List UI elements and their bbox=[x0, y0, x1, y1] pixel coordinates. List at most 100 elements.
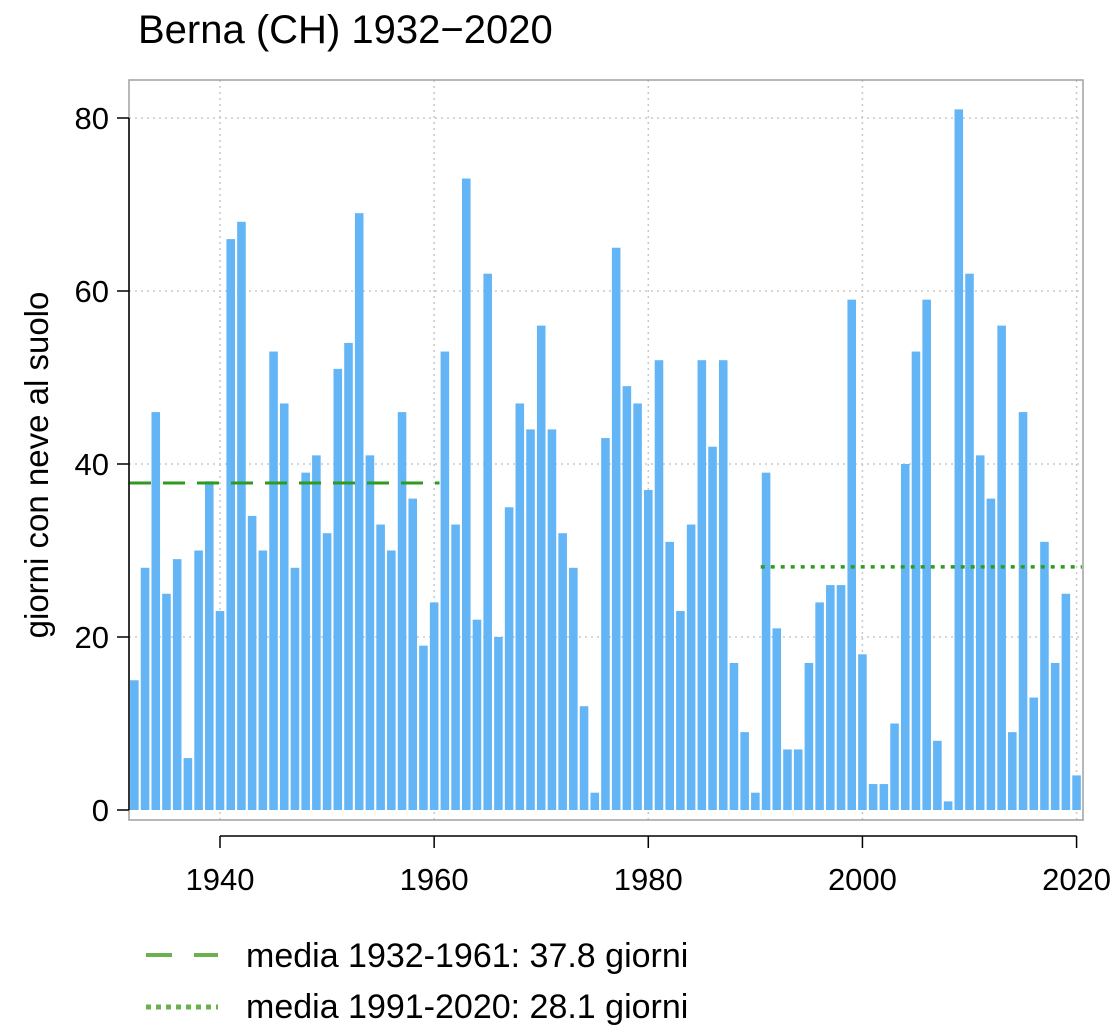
bar-1939 bbox=[205, 481, 214, 810]
bar-1990 bbox=[751, 792, 760, 810]
bar-1957 bbox=[397, 412, 407, 810]
bar-1996 bbox=[815, 602, 824, 810]
bar-1989 bbox=[740, 732, 749, 810]
bar-2000 bbox=[858, 654, 867, 810]
x-axis: 1940 1960 1980 2000 2020 bbox=[186, 835, 1111, 897]
y-tick-label: 40 bbox=[75, 447, 109, 482]
bar-1973 bbox=[569, 567, 578, 810]
bar-1994 bbox=[793, 749, 803, 810]
bar-1988 bbox=[729, 662, 739, 810]
bar-1972 bbox=[558, 533, 567, 810]
bar-1998 bbox=[836, 585, 846, 810]
bar-1949 bbox=[312, 455, 321, 810]
bar-2011 bbox=[975, 455, 985, 810]
bar-2010 bbox=[965, 273, 974, 810]
bar-1956 bbox=[387, 550, 396, 810]
bar-1940 bbox=[215, 611, 225, 810]
bar-1968 bbox=[515, 403, 525, 810]
bar-1969 bbox=[526, 429, 535, 810]
bar-1980 bbox=[644, 489, 653, 810]
bar-2004 bbox=[900, 464, 910, 810]
bar-1955 bbox=[376, 524, 385, 810]
bar-series bbox=[130, 109, 1081, 811]
bar-2009 bbox=[954, 109, 964, 811]
bar-1976 bbox=[601, 438, 610, 810]
bar-2005 bbox=[911, 351, 921, 810]
bar-1943 bbox=[247, 515, 257, 810]
bar-2002 bbox=[879, 784, 889, 810]
bar-1987 bbox=[718, 360, 728, 810]
bar-1942 bbox=[237, 221, 246, 811]
bar-1984 bbox=[686, 524, 696, 810]
y-tick-label: 20 bbox=[75, 620, 109, 655]
bar-1985 bbox=[697, 360, 707, 810]
legend-label-dashed: media 1932-1961: 37.8 giorni bbox=[246, 937, 688, 975]
x-tick-label: 1980 bbox=[614, 862, 683, 897]
bar-2003 bbox=[890, 723, 899, 810]
bar-1933 bbox=[140, 567, 150, 810]
bar-1992 bbox=[772, 628, 782, 810]
bar-1970 bbox=[536, 325, 546, 810]
bar-1946 bbox=[279, 403, 289, 810]
bar-1952 bbox=[344, 342, 353, 810]
bar-1963 bbox=[461, 178, 471, 811]
bar-2017 bbox=[1040, 541, 1049, 810]
bar-2014 bbox=[1008, 732, 1017, 810]
bar-1961 bbox=[440, 351, 450, 810]
bar-1995 bbox=[804, 662, 814, 810]
bar-1947 bbox=[290, 567, 300, 810]
bar-1958 bbox=[408, 498, 418, 810]
bar-1945 bbox=[269, 351, 278, 810]
bar-1944 bbox=[258, 550, 268, 810]
bar-1974 bbox=[579, 706, 589, 810]
bar-2015 bbox=[1018, 412, 1028, 810]
bar-1978 bbox=[622, 386, 632, 810]
y-axis: 0 20 40 60 80 bbox=[75, 101, 130, 828]
bar-1966 bbox=[494, 637, 503, 810]
bar-1932 bbox=[130, 680, 139, 810]
bar-1982 bbox=[665, 541, 674, 810]
bar-1983 bbox=[676, 611, 685, 810]
bar-1997 bbox=[826, 585, 835, 810]
bar-1975 bbox=[590, 792, 600, 810]
reference-lines bbox=[129, 481, 1082, 569]
bar-1979 bbox=[633, 403, 642, 810]
bar-1959 bbox=[419, 645, 428, 810]
bar-2001 bbox=[868, 784, 878, 810]
bar-2007 bbox=[933, 740, 942, 810]
bar-1941 bbox=[226, 239, 235, 811]
bar-2008 bbox=[943, 801, 953, 810]
legend: media 1932-1961: 37.8 giorni media 1991-… bbox=[146, 937, 688, 1026]
x-tick-label: 2000 bbox=[828, 862, 897, 897]
x-tick-label: 1940 bbox=[186, 862, 255, 897]
y-tick-label: 60 bbox=[75, 274, 109, 309]
y-axis-label: giorni con neve al suolo bbox=[18, 292, 55, 639]
bar-1962 bbox=[451, 524, 460, 810]
y-tick-label: 80 bbox=[75, 101, 109, 136]
bar-2018 bbox=[1050, 662, 1060, 810]
bar-1950 bbox=[322, 533, 332, 810]
bar-1934 bbox=[151, 412, 161, 810]
x-tick-label: 1960 bbox=[400, 862, 469, 897]
chart-title: Berna (CH) 1932−2020 bbox=[138, 8, 553, 52]
bar-1951 bbox=[333, 368, 343, 810]
bar-1965 bbox=[483, 273, 492, 810]
bar-1977 bbox=[611, 247, 621, 810]
bar-1954 bbox=[365, 455, 375, 810]
bar-1964 bbox=[472, 619, 482, 810]
bar-1948 bbox=[301, 472, 310, 810]
bar-1967 bbox=[504, 507, 514, 810]
bar-1938 bbox=[194, 550, 203, 810]
bar-1999 bbox=[847, 299, 857, 810]
bar-1935 bbox=[162, 593, 171, 810]
bar-2006 bbox=[922, 299, 931, 810]
legend-label-dotted: media 1991-2020: 28.1 giorni bbox=[246, 988, 688, 1026]
bar-1960 bbox=[429, 602, 439, 810]
bar-1937 bbox=[183, 758, 193, 810]
bar-2016 bbox=[1029, 697, 1039, 810]
y-tick-label: 0 bbox=[92, 793, 109, 828]
bar-1971 bbox=[547, 429, 557, 810]
bar-2020 bbox=[1072, 775, 1081, 810]
bar-1936 bbox=[172, 559, 182, 810]
